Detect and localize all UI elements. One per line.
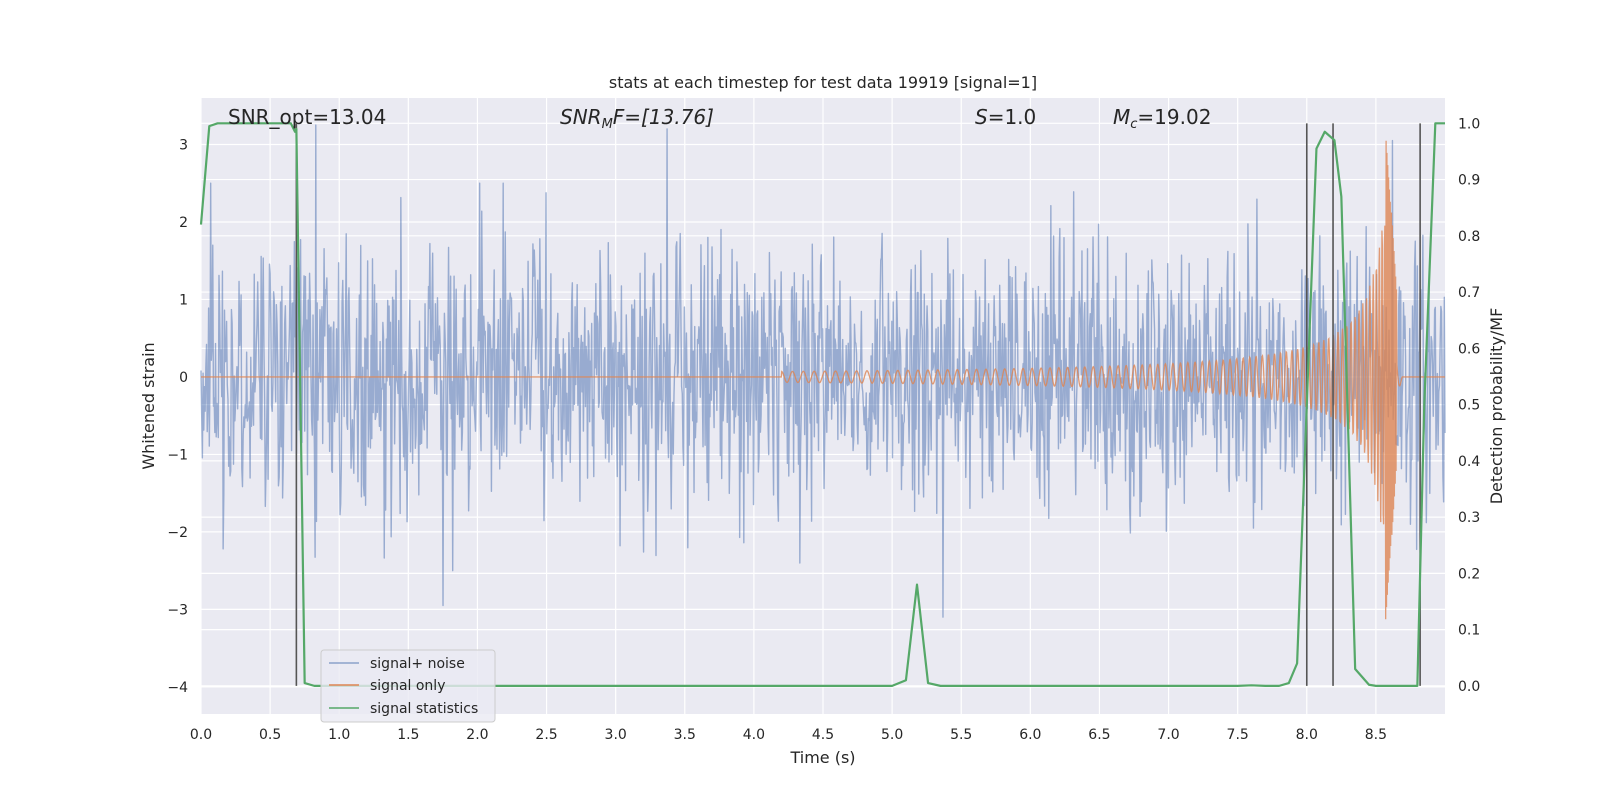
signal-only-line (201, 140, 1445, 620)
x-tick-label: 3.5 (674, 727, 696, 743)
y2-tick-label: 0.2 (1458, 566, 1480, 582)
annotation-s: S=1.0 (975, 105, 1036, 129)
x-tick-label: 6.0 (1019, 727, 1041, 743)
x-tick-label: 5.5 (950, 727, 972, 743)
x-tick-label: 3.0 (605, 727, 627, 743)
legend-box (320, 649, 496, 723)
y-tick-label: −2 (167, 525, 188, 541)
signal-statistics-line (199, 122, 1445, 687)
x-tick-label: 0.5 (259, 727, 281, 743)
annotation-s-value: =1.0 (988, 105, 1037, 129)
x-tick-label: 0.0 (190, 727, 212, 743)
annotation-snr-mf: SNRMF=[13.76] (560, 105, 714, 132)
chart-title: stats at each timestep for test data 199… (609, 73, 1037, 92)
y-tick-label: −1 (167, 447, 188, 463)
x-tick-label: 4.5 (812, 727, 834, 743)
series-signal-statistics (199, 122, 1445, 687)
x-tick-label: 6.5 (1088, 727, 1110, 743)
annotation-mc-subscript: c (1130, 117, 1137, 132)
signal-noise-line (200, 124, 1446, 618)
y2-tick-label: 0.4 (1458, 454, 1480, 470)
y-axis-label: Whitened strain (139, 342, 158, 469)
y2-tick-label: 1.0 (1458, 116, 1480, 132)
legend-label-signal-noise: signal+ noise (370, 656, 465, 672)
y2-tick-label: 0.3 (1458, 510, 1480, 526)
x-tick-label: 2.5 (535, 727, 557, 743)
y2-tick-label: 0.5 (1458, 398, 1480, 414)
annotation-snr-mf-symbol: SNR (560, 105, 602, 129)
annotation-mc-value: =19.02 (1137, 105, 1211, 129)
x-tick-label: 5.0 (881, 727, 903, 743)
tick-labels: 0.0 0.5 1.0 1.5 2.0 2.5 3.0 3.5 4.0 4.5 5.0 5.5 6.0 6… (167, 116, 1480, 743)
y2-tick-label: 0.8 (1458, 229, 1480, 245)
annotation-snr-opt: SNR_opt=13.04 (228, 105, 386, 129)
x-tick-label: 1.5 (397, 727, 419, 743)
y2-tick-label: 0.1 (1458, 623, 1480, 639)
y2-tick-label: 0.0 (1458, 679, 1480, 695)
series-signal-only (201, 140, 1445, 620)
annotation-mc: Mc=19.02 (1113, 105, 1211, 132)
y-tick-label: 2 (179, 215, 188, 231)
y2-tick-label: 0.6 (1458, 341, 1480, 357)
x-tick-label: 7.5 (1227, 727, 1249, 743)
y2-axis-label: Detection probability/MF (1487, 308, 1506, 505)
series-signal-noise (200, 124, 1446, 618)
y-tick-label: 0 (179, 370, 188, 386)
annotation-s-symbol: S (975, 105, 988, 129)
y-tick-label: −3 (167, 602, 188, 618)
annotation-mc-symbol: M (1113, 105, 1130, 129)
x-tick-label: 2.0 (466, 727, 488, 743)
annotation-snr-mf-subscript: M (602, 117, 613, 132)
x-tick-label: 8.5 (1365, 727, 1387, 743)
y2-tick-label: 0.9 (1458, 173, 1480, 189)
legend-label-signal-statistics: signal statistics (370, 701, 478, 717)
x-tick-label: 7.0 (1157, 727, 1179, 743)
x-axis-label: Time (s) (789, 748, 855, 767)
legend: signal+ noise signal only signal statist… (320, 649, 496, 723)
y-tick-label: 1 (179, 292, 188, 308)
x-tick-label: 8.0 (1296, 727, 1318, 743)
y-tick-label: −4 (167, 680, 188, 696)
y2-tick-label: 0.7 (1458, 285, 1480, 301)
x-tick-label: 4.0 (743, 727, 765, 743)
legend-label-signal-only: signal only (370, 678, 445, 694)
x-tick-label: 1.0 (328, 727, 350, 743)
annotation-snr-mf-value: F=[13.76] (613, 105, 714, 129)
y-tick-label: 3 (179, 137, 188, 153)
